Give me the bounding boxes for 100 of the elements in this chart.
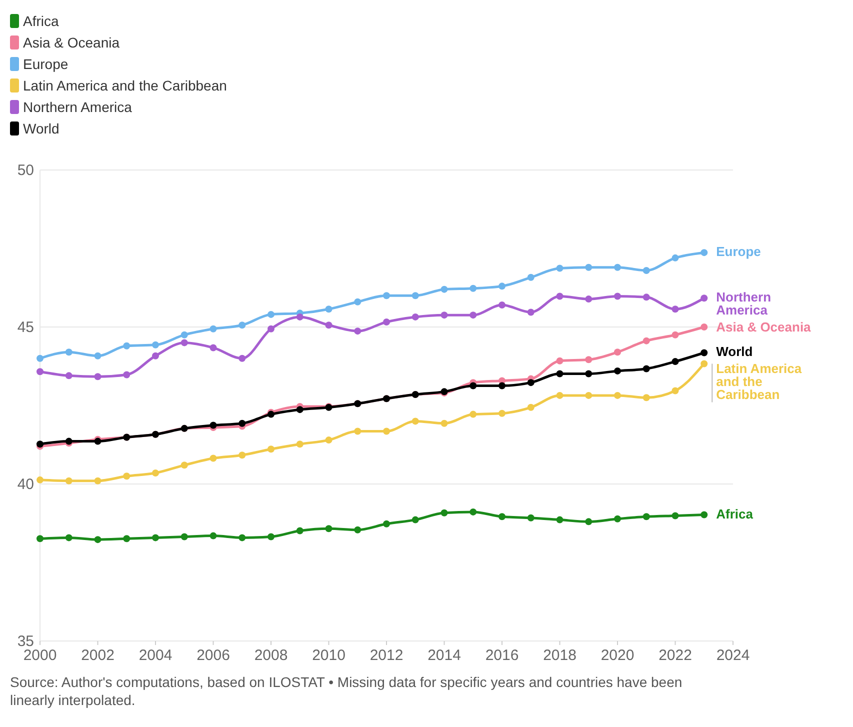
x-tick-label: 2024	[716, 647, 750, 664]
point	[672, 387, 679, 394]
point	[672, 512, 679, 520]
point	[527, 404, 534, 411]
point	[470, 312, 477, 319]
point	[412, 313, 419, 320]
x-tick-label: 2012	[370, 647, 404, 664]
point	[412, 292, 419, 300]
point	[585, 296, 592, 303]
point	[614, 515, 621, 522]
point	[238, 354, 246, 362]
point	[498, 382, 506, 390]
x-tick-label: 2016	[485, 647, 519, 664]
point	[180, 339, 188, 346]
source-note: Source: Author's computations, based on ILOSTAT • Missing data for specific years and countries have been linearly interpolated.	[10, 674, 682, 708]
x-tick-label: 2020	[600, 647, 634, 664]
point	[700, 294, 708, 302]
point	[556, 370, 564, 378]
point	[238, 452, 246, 459]
point	[36, 368, 44, 376]
x-tick-label: 2010	[312, 647, 346, 664]
point	[527, 274, 534, 281]
point	[470, 284, 477, 292]
text: Asia & Oceania	[716, 320, 811, 335]
point	[642, 513, 650, 520]
point	[94, 536, 102, 544]
point	[614, 392, 621, 399]
point	[65, 372, 72, 380]
x-tick-label: 2022	[658, 647, 692, 664]
point	[123, 472, 130, 480]
point	[354, 428, 362, 435]
point	[672, 306, 679, 313]
point	[65, 348, 72, 356]
point	[296, 440, 304, 448]
point	[354, 298, 362, 306]
point	[585, 370, 592, 378]
point	[325, 436, 332, 444]
point	[94, 477, 102, 484]
point	[152, 352, 159, 360]
point	[700, 349, 708, 356]
legend-label: World	[23, 120, 60, 136]
legend-label: Europe	[23, 56, 68, 72]
point	[354, 328, 362, 335]
point	[268, 325, 274, 332]
point	[440, 286, 448, 293]
text: Latin America and the Caribbean	[716, 361, 802, 402]
point	[238, 420, 246, 427]
x-tick-label: 2006	[196, 647, 230, 664]
point	[210, 325, 217, 332]
y-tick-label: 45	[17, 319, 34, 336]
point	[642, 394, 650, 402]
point	[470, 508, 477, 516]
point	[498, 282, 506, 290]
point	[296, 313, 304, 320]
point	[152, 470, 159, 477]
point	[440, 420, 448, 427]
point	[585, 518, 592, 526]
point	[614, 264, 621, 271]
point	[614, 348, 621, 356]
point	[152, 534, 159, 542]
point	[296, 527, 304, 534]
point	[180, 462, 188, 469]
text: Europe	[716, 244, 761, 260]
point	[94, 373, 102, 380]
point	[556, 357, 564, 364]
point	[585, 356, 592, 364]
point	[556, 292, 564, 300]
point	[180, 331, 188, 338]
point	[672, 254, 679, 262]
point	[383, 318, 390, 326]
point	[412, 516, 419, 524]
legend-label: Latin America and the Caribbean	[23, 78, 227, 94]
point	[296, 406, 304, 414]
point	[642, 294, 650, 301]
point	[268, 533, 274, 540]
point	[642, 337, 650, 344]
point	[94, 352, 102, 360]
point	[556, 392, 564, 399]
y-tick-label: 40	[17, 476, 34, 493]
text: World	[716, 344, 753, 360]
point	[325, 306, 332, 313]
point	[210, 344, 217, 352]
point	[36, 354, 44, 362]
point	[412, 418, 419, 425]
point	[268, 310, 274, 318]
point	[700, 360, 708, 368]
point	[642, 266, 650, 274]
point	[440, 509, 448, 516]
point	[123, 342, 130, 350]
point	[238, 322, 246, 329]
x-tick-label: 2018	[543, 647, 576, 664]
legend-label: Northern America	[23, 99, 132, 115]
point	[556, 516, 564, 524]
point	[672, 358, 679, 366]
point	[498, 410, 506, 417]
point	[527, 379, 534, 386]
legend-label: Africa	[23, 13, 59, 29]
point	[325, 322, 332, 329]
point	[527, 514, 534, 522]
point	[65, 534, 72, 542]
